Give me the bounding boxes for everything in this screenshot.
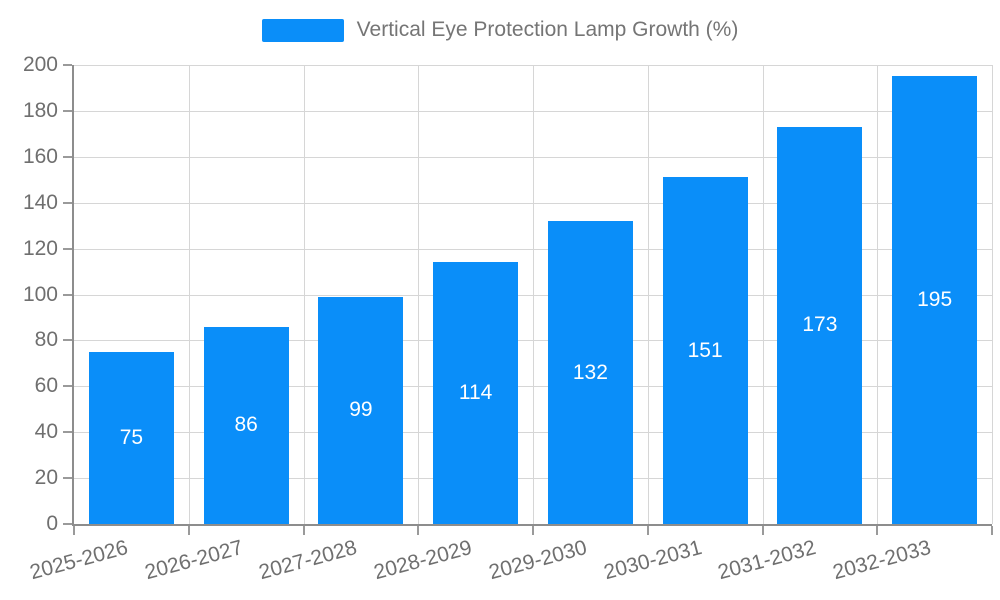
y-axis-label: 120	[22, 236, 58, 260]
x-tick	[532, 526, 534, 535]
x-tick	[761, 526, 764, 535]
y-axis-label: 140	[22, 190, 58, 214]
x-tick	[302, 526, 305, 535]
y-tick	[63, 64, 72, 66]
y-axis-label: 40	[34, 420, 58, 444]
y-axis-line	[72, 65, 74, 524]
bar[interactable]: 86	[203, 326, 289, 524]
gridline-v	[188, 65, 190, 524]
x-axis-label: 2027-2028	[256, 536, 360, 585]
gridline-v	[762, 65, 764, 524]
y-axis-label: 160	[22, 144, 58, 168]
bar-value-label: 173	[802, 313, 838, 337]
x-axis-label: 2030-2031	[601, 536, 705, 585]
y-tick	[63, 431, 72, 434]
bar-value-label: 99	[349, 398, 373, 422]
bar[interactable]: 114	[433, 262, 519, 524]
bar-value-label: 151	[687, 338, 723, 362]
x-tick	[991, 526, 993, 535]
y-axis-label: 180	[22, 98, 58, 122]
bar[interactable]: 99	[318, 296, 404, 524]
plot-area: 75 86 99 114 132 151 173 195 0 20 40 60 80 100 120 140…	[23, 53, 993, 584]
y-tick	[63, 155, 72, 158]
x-axis-label: 2029-2030	[486, 536, 590, 585]
gridline-v	[877, 65, 879, 524]
legend-swatch[interactable]	[261, 18, 344, 42]
bar[interactable]: 151	[662, 177, 748, 524]
gridline-v	[418, 65, 420, 524]
x-tick	[187, 526, 190, 535]
y-tick	[63, 477, 72, 480]
x-axis-label: 2031-2032	[715, 536, 819, 585]
x-tick	[73, 526, 75, 535]
legend-label[interactable]: Vertical Eye Protection Lamp Growth (%)	[356, 18, 739, 41]
bar-value-label: 132	[572, 360, 608, 384]
x-axis-label: 2026-2027	[142, 536, 246, 585]
y-axis-label: 60	[34, 374, 58, 398]
gridline-v	[992, 65, 993, 524]
bar-value-label: 114	[458, 381, 493, 405]
y-axis-label: 80	[34, 328, 58, 352]
bar[interactable]: 195	[892, 76, 978, 524]
x-axis-label: 2028-2029	[371, 536, 475, 585]
y-tick	[63, 523, 72, 525]
x-axis-line	[72, 524, 992, 526]
y-tick	[63, 293, 72, 296]
gridline-v	[647, 65, 649, 524]
y-tick	[63, 201, 72, 204]
bar-value-label: 75	[119, 425, 144, 449]
gridline-v	[533, 65, 534, 524]
x-tick	[646, 526, 649, 535]
y-axis-label: 200	[22, 53, 58, 76]
gridline-v	[303, 65, 305, 524]
x-tick	[876, 526, 879, 535]
y-axis-label: 100	[22, 282, 58, 306]
y-axis-label: 0	[46, 512, 58, 535]
y-tick	[63, 385, 72, 388]
y-axis-label: 20	[34, 466, 58, 490]
bar[interactable]: 75	[88, 351, 174, 524]
y-tick	[63, 247, 72, 250]
bar[interactable]: 132	[547, 221, 633, 524]
y-tick	[63, 339, 72, 342]
bar-value-label: 195	[917, 288, 953, 312]
legend: Vertical Eye Protection Lamp Growth (%)	[0, 18, 1000, 42]
bar-value-label: 86	[234, 413, 258, 437]
x-tick	[417, 526, 420, 535]
x-axis-label: 2032-2033	[830, 536, 934, 585]
x-axis-label: 2025-2026	[27, 536, 131, 585]
y-tick	[63, 109, 72, 112]
bar[interactable]: 173	[777, 126, 863, 524]
